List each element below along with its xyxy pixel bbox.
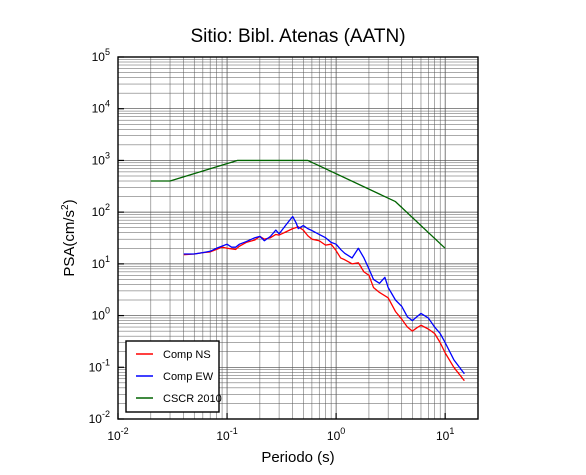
x-axis-label: Periodo (s) — [261, 449, 334, 466]
x-tick-label-base: 10 — [107, 429, 121, 443]
y-tick-label-base: 10 — [89, 412, 103, 426]
x-tick-label-exponent: 1 — [449, 426, 454, 436]
y-tick-label: 101 — [92, 254, 110, 271]
series-line-3 — [150, 159, 446, 249]
x-tick-label-base: 10 — [436, 429, 450, 443]
y-tick-label: 100 — [92, 306, 110, 323]
y-tick-label-exponent: 4 — [105, 99, 110, 109]
series-layer — [150, 159, 465, 382]
x-tick-label: 10-2 — [107, 426, 128, 443]
x-tick-label: 100 — [327, 426, 345, 443]
y-tick-label: 102 — [92, 202, 110, 219]
series-line-1 — [183, 226, 465, 382]
x-tick-label-base: 10 — [327, 429, 341, 443]
legend-label: CSCR 2010 — [163, 393, 222, 405]
y-tick-label-base: 10 — [92, 102, 106, 116]
y-tick-label-exponent: 5 — [105, 47, 110, 57]
x-tick-label-exponent: -1 — [230, 426, 238, 436]
y-tick-label-exponent: 2 — [105, 202, 110, 212]
y-tick-label: 104 — [92, 99, 110, 116]
x-tick-label-exponent: 0 — [340, 426, 345, 436]
y-tick-label-base: 10 — [92, 205, 106, 219]
chart-title: Sitio: Bibl. Atenas (AATN) — [190, 26, 405, 47]
y-tick-label-exponent: 3 — [105, 150, 110, 160]
legend-label: Comp EW — [163, 371, 214, 383]
legend-label: Comp NS — [163, 349, 211, 361]
y-tick-label-exponent: -1 — [102, 357, 110, 367]
legend-entries: Comp NS Comp EW CSCR 2010 — [136, 349, 222, 405]
x-tick-label: 10-1 — [216, 426, 237, 443]
y-axis-label-superscript: 2 — [60, 204, 71, 210]
y-tick-label-exponent: -2 — [102, 409, 110, 419]
y-tick-label-base: 10 — [92, 257, 106, 271]
y-tick-label: 103 — [92, 150, 110, 167]
y-tick-label-exponent: 1 — [105, 254, 110, 264]
x-tick-label-base: 10 — [216, 429, 230, 443]
plot-frame — [117, 56, 479, 420]
y-tick-label-base: 10 — [92, 50, 106, 64]
x-tick-label-exponent: -2 — [121, 426, 129, 436]
y-tick-label: 10-2 — [89, 409, 110, 426]
y-tick-label-exponent: 0 — [105, 306, 110, 316]
series-line-2 — [183, 215, 465, 375]
y-tick-label-base: 10 — [92, 153, 106, 167]
y-tick-label-base: 10 — [92, 309, 106, 323]
y-axis-label-tail: ) — [61, 199, 78, 204]
y-tick-label-base: 10 — [89, 360, 103, 374]
y-tick-label: 10-1 — [89, 357, 110, 374]
x-tick-label: 101 — [436, 426, 454, 443]
y-axis-label-base: PSA(cm/s — [61, 210, 78, 277]
legend: Comp NS Comp EW CSCR 2010 — [125, 340, 222, 413]
y-tick-label: 105 — [92, 47, 110, 64]
y-axis-label: PSA(cm/s2) — [60, 199, 78, 276]
x-tick-labels: 10-2 10-1 100 101 — [107, 426, 454, 443]
